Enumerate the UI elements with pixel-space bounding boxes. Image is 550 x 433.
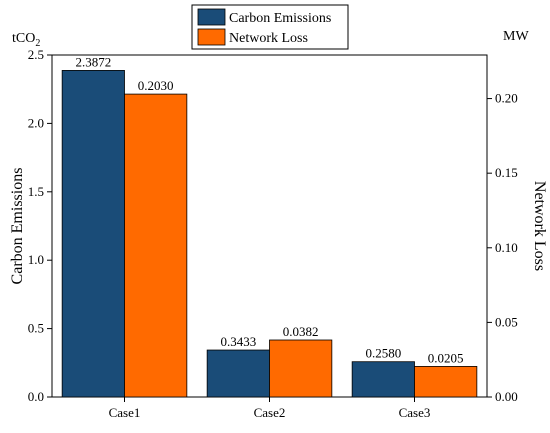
data-label-carbon-emissions-case3: 0.2580 — [365, 346, 401, 361]
data-label-network-loss-case3: 0.0205 — [428, 350, 464, 365]
y-right-tick-label: 0.20 — [495, 91, 518, 106]
x-tick-label-case1: Case1 — [109, 405, 141, 420]
y-left-tick-label: 1.5 — [28, 184, 44, 199]
y-right-tick-label: 0.05 — [495, 314, 518, 329]
legend: Carbon Emissions Network Loss — [191, 4, 349, 50]
y-right-axis-title: Network Loss — [531, 181, 548, 271]
y-right-tick-label: 0.00 — [495, 389, 518, 404]
bar-network-loss-case3 — [414, 366, 478, 398]
y-right-tick-label: 0.10 — [495, 240, 518, 255]
legend-label-network-loss: Network Loss — [229, 31, 308, 46]
bar-carbon-emissions-case3 — [351, 361, 415, 398]
data-label-carbon-emissions-case1: 2.3872 — [75, 54, 111, 69]
y-left-tick-label: 2.0 — [28, 115, 44, 130]
y-left-unit-sub: 2 — [35, 38, 40, 49]
legend-swatch-carbon-emissions — [197, 8, 226, 26]
y-left-tick-label: 2.5 — [28, 47, 44, 62]
bar-network-loss-case2 — [269, 339, 333, 398]
bar-carbon-emissions-case2 — [206, 349, 270, 398]
y-left-tick-label: 0.5 — [28, 321, 44, 336]
y-right-unit: MW — [503, 29, 529, 44]
y-left-unit-main: tCO — [12, 31, 35, 46]
data-label-carbon-emissions-case2: 0.3433 — [220, 334, 256, 349]
legend-swatch-network-loss — [197, 28, 226, 46]
y-left-axis-title: Carbon Emissions — [9, 168, 26, 285]
y-left-tick-label: 1.0 — [28, 252, 44, 267]
bar-carbon-emissions-case1 — [61, 70, 125, 398]
bar-network-loss-case1 — [124, 93, 188, 398]
x-tick-label-case3: Case3 — [399, 405, 431, 420]
x-tick-label-case2: Case2 — [254, 405, 286, 420]
data-label-network-loss-case2: 0.0382 — [283, 324, 319, 339]
y-left-unit: tCO2 — [12, 31, 40, 49]
y-left-tick-label: 0.0 — [28, 389, 44, 404]
legend-label-carbon-emissions: Carbon Emissions — [229, 11, 331, 26]
y-right-tick-label: 0.15 — [495, 165, 518, 180]
data-label-network-loss-case1: 0.2030 — [138, 78, 174, 93]
